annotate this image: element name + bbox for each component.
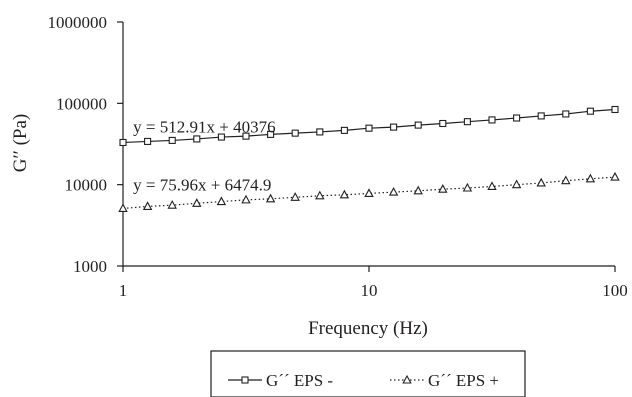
series-1 bbox=[119, 105, 619, 147]
legend-marker bbox=[241, 376, 249, 384]
axes bbox=[122, 22, 615, 267]
legend-item: G´´ EPS - bbox=[228, 371, 333, 390]
y-tick-label: 1000 bbox=[73, 257, 107, 276]
data-point bbox=[119, 138, 127, 147]
data-point bbox=[217, 133, 225, 141]
series-2 bbox=[118, 171, 620, 213]
data-point bbox=[536, 177, 546, 187]
data-point bbox=[144, 137, 152, 145]
data-point bbox=[216, 196, 227, 206]
x-tick-label: 1 bbox=[119, 281, 128, 300]
data-point bbox=[340, 126, 348, 134]
legend-label: G´´ EPS + bbox=[428, 371, 499, 390]
y-tick-label: 100000 bbox=[56, 94, 107, 113]
legend-marker bbox=[402, 374, 412, 384]
data-point bbox=[390, 123, 398, 131]
data-point bbox=[339, 189, 350, 199]
data-point bbox=[118, 203, 128, 213]
data-point bbox=[585, 173, 596, 183]
data-point bbox=[586, 107, 594, 115]
legend: G´´ EPS - G´´ EPS + bbox=[210, 350, 526, 397]
data-point bbox=[611, 105, 619, 114]
data-point bbox=[242, 132, 250, 140]
x-tick-label: 100 bbox=[602, 281, 628, 300]
x-tick-label: 10 bbox=[361, 281, 378, 300]
data-point bbox=[291, 129, 299, 137]
series-layer bbox=[118, 105, 620, 213]
data-point bbox=[267, 130, 275, 138]
data-point bbox=[241, 194, 251, 204]
data-point bbox=[193, 135, 201, 143]
data-point bbox=[487, 181, 497, 191]
data-point bbox=[537, 112, 545, 120]
data-point bbox=[265, 193, 276, 203]
data-point bbox=[438, 184, 448, 193]
data-point bbox=[488, 116, 496, 124]
data-point bbox=[414, 121, 422, 129]
annotation-layer: y = 512.91x + 40376 y = 75.96x + 6474.9 bbox=[133, 117, 275, 194]
ticks: 1000 10000 100000 1000000 1 10 100 bbox=[48, 13, 628, 300]
data-point bbox=[167, 199, 177, 209]
data-point bbox=[413, 185, 423, 195]
data-point bbox=[462, 182, 473, 192]
data-point bbox=[192, 198, 202, 207]
data-point bbox=[316, 128, 324, 136]
data-point bbox=[610, 171, 620, 181]
data-point bbox=[388, 186, 399, 196]
data-point bbox=[364, 188, 374, 197]
data-point bbox=[315, 190, 325, 200]
data-point bbox=[439, 119, 447, 128]
data-point bbox=[168, 136, 176, 144]
data-point bbox=[290, 192, 300, 201]
y-tick-label: 1000000 bbox=[48, 13, 108, 32]
data-point bbox=[513, 114, 521, 122]
data-point bbox=[562, 110, 570, 118]
legend-label: G´´ EPS - bbox=[266, 371, 333, 390]
legend-box bbox=[210, 350, 526, 397]
y-axis-title: G′′ (Pa) bbox=[10, 114, 31, 172]
data-point bbox=[561, 175, 571, 185]
data-point bbox=[463, 118, 471, 126]
data-point bbox=[142, 201, 153, 210]
data-point bbox=[511, 179, 522, 189]
trendline-equation: y = 75.96x + 6474.9 bbox=[133, 175, 271, 194]
trendline-equation: y = 512.91x + 40376 bbox=[133, 117, 275, 136]
legend-items: G´´ EPS - G´´ EPS + bbox=[228, 371, 499, 390]
y-tick-label: 10000 bbox=[65, 176, 108, 195]
x-axis-title: Frequency (Hz) bbox=[308, 318, 428, 339]
data-point bbox=[365, 124, 373, 132]
legend-item: G´´ EPS + bbox=[390, 371, 499, 390]
